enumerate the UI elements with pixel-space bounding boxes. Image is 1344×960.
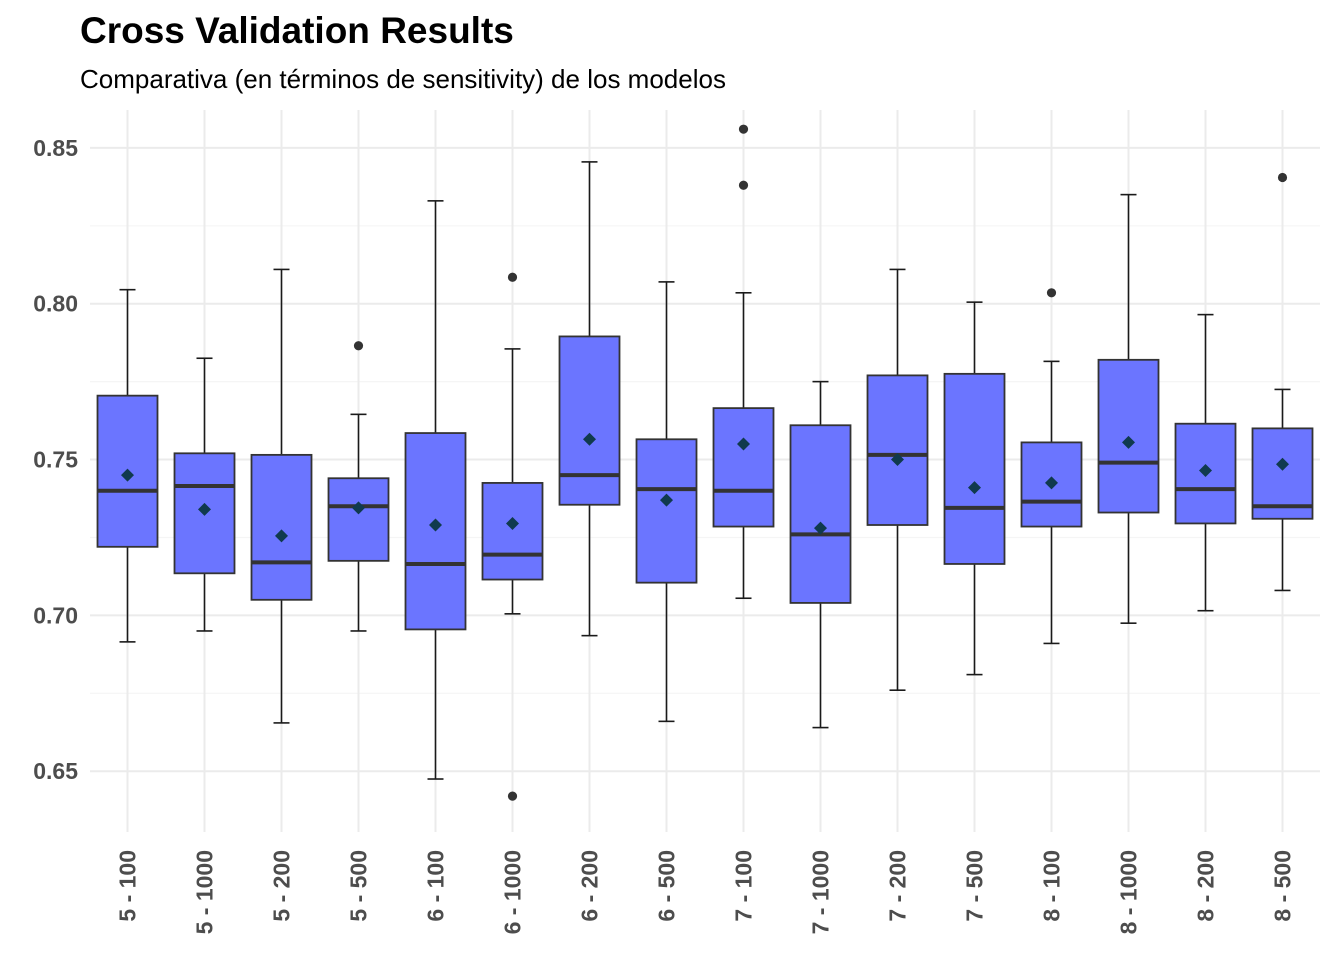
outlier-point <box>507 272 518 282</box>
mean-marker <box>275 529 288 543</box>
x-tick-label: 6 - 1000 <box>500 850 526 934</box>
mean-marker <box>1122 435 1135 449</box>
box-body <box>943 372 1006 565</box>
box-body <box>1251 427 1314 520</box>
box-5-100 <box>96 288 159 643</box>
box-7-200 <box>866 268 929 691</box>
x-tick-label: 7 - 1000 <box>808 850 834 934</box>
box-body <box>250 453 313 601</box>
x-tick-label: 8 - 200 <box>1193 850 1219 922</box>
box-body <box>1097 358 1160 514</box>
outlier-point <box>1046 288 1057 298</box>
mean-marker <box>1199 463 1212 477</box>
boxes <box>96 124 1314 801</box>
box-body <box>789 424 852 604</box>
box-6-1000 <box>481 272 544 801</box>
x-tick-label: 6 - 100 <box>423 850 449 922</box>
mean-marker <box>121 468 134 482</box>
mean-marker <box>506 516 519 530</box>
mean-marker <box>1045 476 1058 490</box>
outlier-point <box>738 180 749 190</box>
x-tick-label: 5 - 100 <box>115 850 141 922</box>
y-tick-label: 0.70 <box>33 602 78 628</box>
mean-marker <box>583 432 596 446</box>
box-5-200 <box>250 268 313 724</box>
outlier-point <box>1277 172 1288 183</box>
mean-marker <box>660 493 673 507</box>
x-tick-label: 7 - 500 <box>962 850 988 922</box>
x-tick-label: 6 - 200 <box>577 850 603 922</box>
box-body <box>712 407 775 528</box>
box-6-200 <box>558 161 621 637</box>
x-tick-label: 7 - 100 <box>731 850 757 922</box>
box-8-200 <box>1174 313 1237 612</box>
x-tick-label: 5 - 1000 <box>192 850 218 934</box>
box-5-500 <box>327 341 390 632</box>
x-tick-label: 6 - 500 <box>654 850 680 922</box>
x-tick-label: 8 - 100 <box>1039 850 1065 922</box>
box-5-1000 <box>173 357 236 632</box>
x-tick-label: 5 - 500 <box>346 850 372 922</box>
box-6-500 <box>635 281 698 723</box>
box-7-1000 <box>789 380 852 729</box>
box-body <box>327 477 390 562</box>
box-7-100 <box>712 124 775 600</box>
y-tick-label: 0.85 <box>33 135 78 161</box>
x-tick-label: 5 - 200 <box>269 850 295 922</box>
mean-marker <box>968 481 981 495</box>
chart-title: Cross Validation Results <box>80 10 514 51</box>
y-tick-label: 0.75 <box>33 447 78 473</box>
outlier-point <box>738 124 749 134</box>
y-tick-label: 0.65 <box>33 758 78 784</box>
outlier-point <box>353 341 364 351</box>
mean-marker <box>1276 457 1289 471</box>
box-body <box>635 438 698 584</box>
y-tick-label: 0.80 <box>33 291 78 317</box>
mean-marker <box>198 502 211 516</box>
box-8-500 <box>1251 172 1314 592</box>
box-body <box>481 482 544 581</box>
box-8-1000 <box>1097 193 1160 624</box>
y-axis: 0.65 0.70 0.75 0.80 0.85 <box>33 135 78 784</box>
mean-marker <box>814 521 827 535</box>
mean-marker <box>737 437 750 451</box>
x-axis: 5 - 100 5 - 1000 5 - 200 5 - 500 6 - 100 6 - … <box>115 850 1296 934</box>
x-tick-label: 8 - 500 <box>1270 850 1296 922</box>
outlier-point <box>507 791 518 801</box>
mean-marker <box>891 453 904 467</box>
mean-marker <box>352 501 365 515</box>
box-body <box>866 374 929 526</box>
box-6-100 <box>404 200 467 780</box>
mean-marker <box>429 518 442 532</box>
box-7-500 <box>943 301 1006 676</box>
box-8-100 <box>1020 288 1083 645</box>
x-tick-label: 8 - 1000 <box>1116 850 1142 934</box>
box-body <box>558 335 621 506</box>
chart-subtitle: Comparativa (en términos de sensitivity)… <box>80 64 726 94</box>
x-tick-label: 7 - 200 <box>885 850 911 922</box>
